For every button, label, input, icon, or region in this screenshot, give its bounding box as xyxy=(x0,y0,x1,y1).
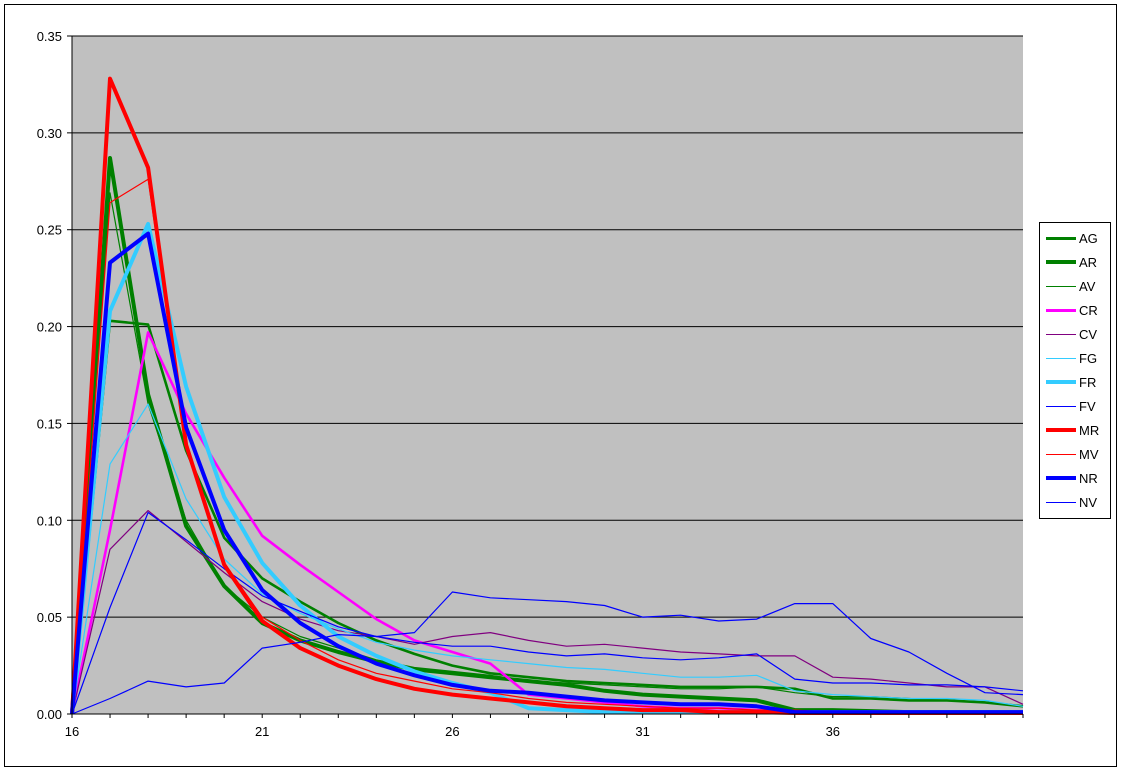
series-line-nv xyxy=(71,591,1024,715)
y-tick-label: 0.15 xyxy=(37,416,62,431)
legend-label: CR xyxy=(1079,303,1098,318)
legend-swatch xyxy=(1046,236,1076,240)
legend-label: MR xyxy=(1079,423,1100,438)
legend-swatch xyxy=(1046,260,1076,264)
legend-label: MV xyxy=(1079,447,1099,462)
legend-swatch xyxy=(1046,333,1076,335)
legend-item-fv: FV xyxy=(1046,397,1110,417)
legend-label: AR xyxy=(1079,255,1098,270)
x-tick-label: 36 xyxy=(826,724,840,739)
y-axis-ticks: 0.00 0.05 0.10 0.15 0.20 0.25 0.30 0.35 xyxy=(37,29,72,722)
legend-item-nr: NR xyxy=(1046,469,1110,489)
x-tick-label: 26 xyxy=(445,724,459,739)
plot-background xyxy=(72,36,1023,714)
legend-label: FV xyxy=(1079,399,1096,414)
legend-item-cr: CR xyxy=(1046,301,1110,321)
legend-label: FG xyxy=(1079,351,1098,366)
series-lines xyxy=(70,76,1024,715)
y-tick-label: 0.00 xyxy=(37,707,62,722)
legend-swatch xyxy=(1046,357,1076,359)
y-tick-label: 0.20 xyxy=(37,320,62,335)
series-line-nr xyxy=(70,231,1023,715)
legend-swatch xyxy=(1046,428,1076,432)
y-tick-label: 0.30 xyxy=(37,126,62,141)
y-tick-label: 0.10 xyxy=(37,513,62,528)
x-tick-label: 31 xyxy=(635,724,649,739)
legend-swatch xyxy=(1046,285,1076,287)
y-tick-label: 0.05 xyxy=(37,610,62,625)
legend-item-nv: NV xyxy=(1046,493,1110,513)
legend-item-mr: MR xyxy=(1046,421,1110,441)
x-tick-label: 16 xyxy=(65,724,79,739)
y-tick-label: 0.35 xyxy=(37,29,62,44)
axes xyxy=(71,36,1023,715)
series-line-ag xyxy=(70,319,1024,715)
legend-item-mv: MV xyxy=(1046,445,1110,465)
gridlines xyxy=(72,35,1023,618)
legend: AG AR AV CR CV FG FR FV MR MV NR NV xyxy=(1039,222,1111,519)
legend-label: FR xyxy=(1079,375,1097,390)
legend-swatch xyxy=(1046,380,1076,384)
legend-item-fr: FR xyxy=(1046,373,1110,393)
legend-swatch xyxy=(1046,308,1076,312)
legend-label: AV xyxy=(1079,279,1096,294)
x-axis-ticks: 16 21 26 31 36 xyxy=(65,714,1024,739)
series-line-fg xyxy=(71,403,1024,715)
y-tick-label: 0.25 xyxy=(37,223,62,238)
legend-item-av: AV xyxy=(1046,277,1110,297)
legend-item-ar: AR xyxy=(1046,253,1110,273)
legend-item-cv: CV xyxy=(1046,325,1110,345)
legend-swatch xyxy=(1046,476,1076,480)
legend-swatch xyxy=(1046,453,1076,455)
legend-label: NV xyxy=(1079,495,1098,510)
legend-item-ag: AG xyxy=(1046,229,1110,249)
legend-label: AG xyxy=(1079,231,1098,246)
legend-swatch xyxy=(1046,501,1076,503)
legend-swatch xyxy=(1046,405,1076,407)
x-tick-label: 21 xyxy=(255,724,269,739)
legend-label: CV xyxy=(1079,327,1098,342)
legend-item-fg: FG xyxy=(1046,349,1110,369)
legend-label: NR xyxy=(1079,471,1098,486)
